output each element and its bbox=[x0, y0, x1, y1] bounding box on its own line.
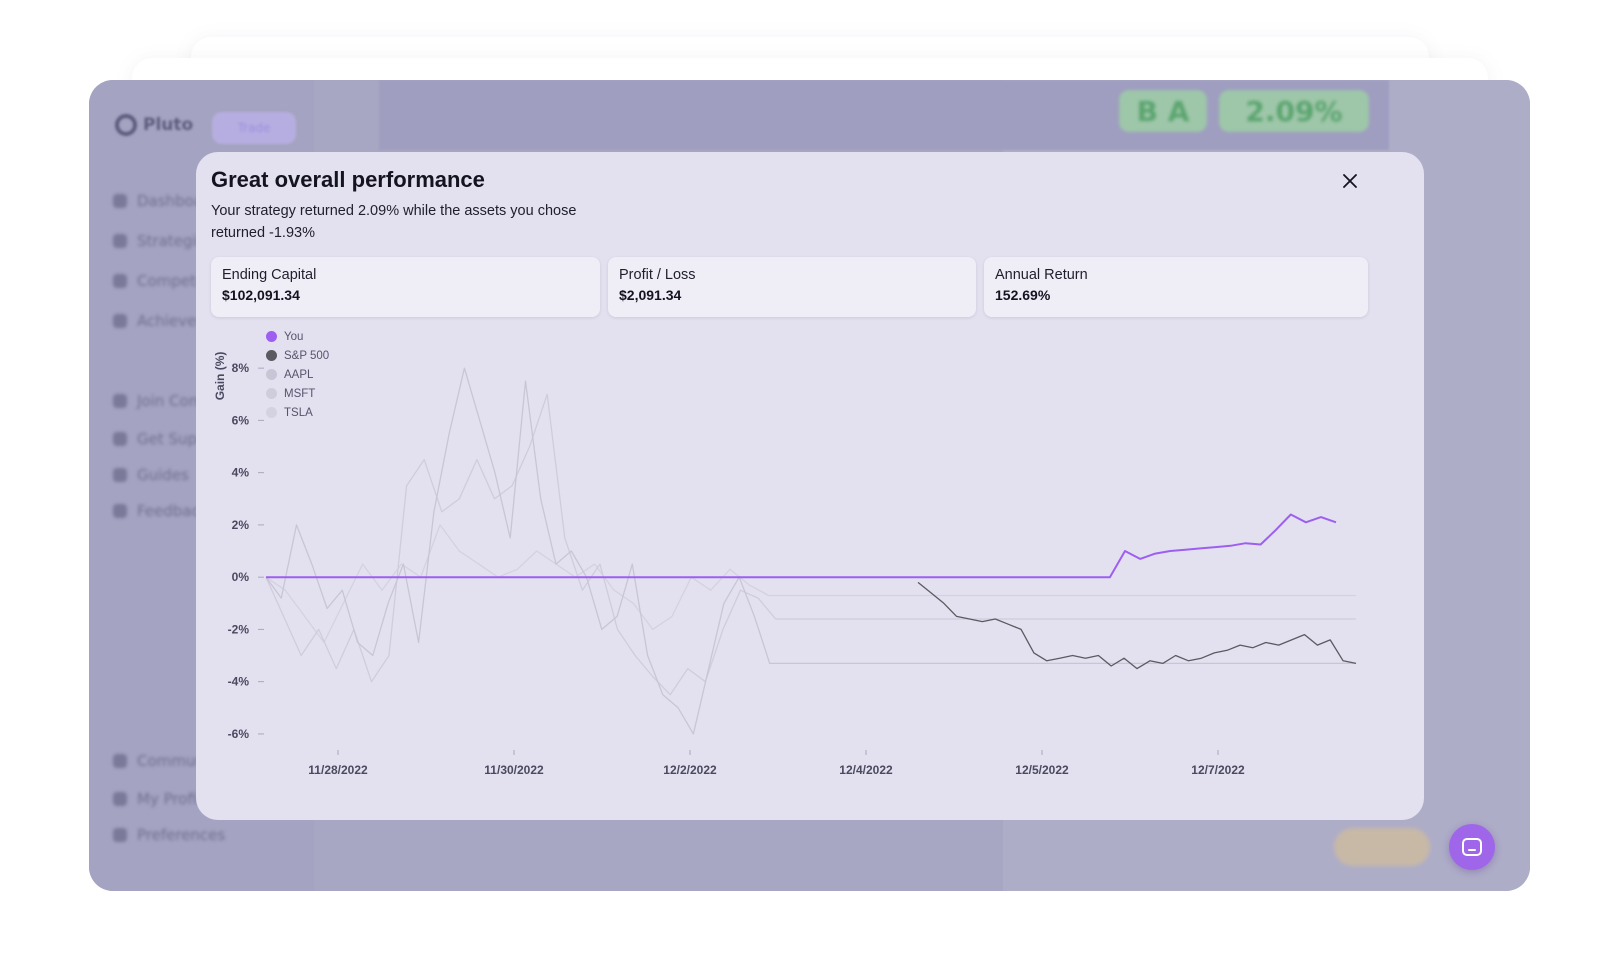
notification-pill bbox=[1334, 828, 1430, 866]
legend-label: MSFT bbox=[284, 387, 316, 400]
legend-swatch bbox=[266, 350, 277, 361]
chat-button[interactable] bbox=[1449, 824, 1495, 870]
feedback-icon bbox=[113, 504, 127, 518]
legend-swatch bbox=[266, 369, 277, 380]
logo-icon bbox=[115, 114, 137, 136]
x-tick-label: 11/28/2022 bbox=[308, 763, 368, 777]
x-tick-label: 11/30/2022 bbox=[484, 763, 544, 777]
sidebar-item-strategies: Strategies bbox=[113, 232, 214, 250]
performance-chart: Gain (%) 8% 6% 4% 2% 0% -2% -4% -6% 11/28/2022 11/… bbox=[196, 327, 1424, 807]
stat-card-annual-return: Annual Return 152.69% bbox=[984, 257, 1368, 317]
legend-item[interactable]: TSLA bbox=[266, 403, 329, 422]
sidebar-item-guides: Guides bbox=[113, 466, 189, 484]
grade-badge: B A bbox=[1119, 90, 1207, 132]
y-tick-label: 4% bbox=[232, 466, 250, 480]
stat-value: 152.69% bbox=[995, 287, 1051, 303]
sidebar-item-label: Preferences bbox=[137, 826, 226, 844]
legend-item[interactable]: MSFT bbox=[266, 384, 329, 403]
y-tick-label: 2% bbox=[232, 518, 250, 532]
stat-card-ending-capital: Ending Capital $102,091.34 bbox=[211, 257, 600, 317]
stat-value: $2,091.34 bbox=[619, 287, 682, 303]
sidebar-item-feedback: Feedback bbox=[113, 502, 208, 520]
legend-swatch bbox=[266, 331, 277, 342]
y-tick-label: -2% bbox=[228, 622, 250, 636]
x-tick-label: 12/7/2022 bbox=[1191, 763, 1245, 777]
legend-item[interactable]: You bbox=[266, 327, 329, 346]
x-tick-label: 12/4/2022 bbox=[839, 763, 893, 777]
legend-label: AAPL bbox=[284, 368, 314, 381]
series-line-s-p-500 bbox=[917, 581, 1357, 670]
legend-label: TSLA bbox=[284, 406, 313, 419]
app-logo: Pluto bbox=[115, 114, 193, 136]
sidebar-item-label: Feedback bbox=[137, 502, 209, 520]
guides-icon bbox=[113, 468, 127, 482]
preferences-icon bbox=[113, 828, 127, 842]
support-icon bbox=[113, 432, 127, 446]
modal-subtitle: Your strategy returned 2.09% while the a… bbox=[211, 203, 577, 241]
x-tick-label: 12/5/2022 bbox=[1015, 763, 1069, 777]
series-line-you bbox=[266, 513, 1337, 579]
compete-icon bbox=[113, 274, 127, 288]
legend-swatch bbox=[266, 407, 277, 418]
legend-item[interactable]: AAPL bbox=[266, 365, 329, 384]
legend-item[interactable]: S&P 500 bbox=[266, 346, 329, 365]
sidebar-item-my-profile: My Profile bbox=[113, 790, 210, 808]
profile-icon bbox=[113, 792, 127, 806]
y-tick-label: -6% bbox=[228, 727, 250, 741]
x-tick-label: 12/2/2022 bbox=[663, 763, 717, 777]
series-line-aapl bbox=[265, 367, 1356, 735]
close-icon bbox=[1343, 174, 1357, 188]
chat-icon bbox=[113, 754, 127, 768]
chat-bubble-icon bbox=[1462, 838, 1482, 856]
sidebar-item-label: Guides bbox=[137, 466, 189, 484]
legend-swatch bbox=[266, 388, 277, 399]
stat-label: Annual Return bbox=[995, 267, 1088, 283]
y-tick-label: 0% bbox=[232, 570, 250, 584]
close-button[interactable] bbox=[1336, 167, 1364, 195]
y-tick-label: -4% bbox=[228, 675, 250, 689]
strategies-icon bbox=[113, 234, 127, 248]
y-tick-label: 6% bbox=[232, 413, 250, 427]
modal-title: Great overall performance bbox=[211, 167, 485, 192]
series-line-msft bbox=[265, 393, 1356, 696]
legend-label: S&P 500 bbox=[284, 349, 330, 362]
stat-card-profit-loss: Profit / Loss $2,091.34 bbox=[608, 257, 976, 317]
sidebar-item-label: Compete bbox=[137, 272, 206, 290]
legend-label: You bbox=[284, 330, 304, 343]
performance-modal: Great overall performance Your strategy … bbox=[196, 152, 1424, 820]
stat-value: $102,091.34 bbox=[222, 287, 300, 303]
stat-label: Ending Capital bbox=[222, 267, 317, 283]
community-icon bbox=[113, 394, 127, 408]
logo-text: Pluto bbox=[143, 115, 194, 135]
sidebar-item-label: Strategies bbox=[137, 232, 214, 250]
trade-button: Trade bbox=[212, 112, 296, 144]
sidebar-item-label: My Profile bbox=[137, 790, 211, 808]
sidebar-item-compete: Compete bbox=[113, 272, 205, 290]
series-line-tsla bbox=[265, 524, 1356, 644]
achievements-icon bbox=[113, 314, 127, 328]
chart-svg: Gain (%) 8% 6% 4% 2% 0% -2% -4% -6% 11/28/2022 11/… bbox=[213, 352, 1357, 777]
chart-legend: You S&P 500 AAPL MSFT TSLA bbox=[266, 327, 329, 422]
y-axis-label: Gain (%) bbox=[213, 352, 227, 401]
stat-label: Profit / Loss bbox=[619, 267, 696, 283]
sidebar-item-preferences: Preferences bbox=[113, 826, 225, 844]
dashboard-icon bbox=[113, 194, 127, 208]
return-badge: 2.09% bbox=[1219, 90, 1369, 132]
y-tick-label: 8% bbox=[232, 361, 250, 375]
